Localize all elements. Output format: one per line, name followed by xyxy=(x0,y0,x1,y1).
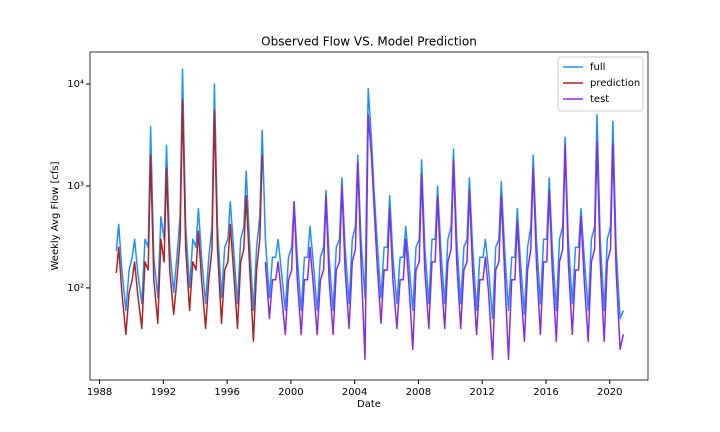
x-axis-label: Date xyxy=(357,399,381,410)
series-line xyxy=(264,113,625,360)
chart-title: Observed Flow VS. Model Prediction xyxy=(261,35,477,49)
x-tick-label: 2000 xyxy=(278,387,303,398)
x-tick-label: 1992 xyxy=(151,387,176,398)
x-tick-label: 2016 xyxy=(533,387,558,398)
x-tick-label: 2012 xyxy=(469,387,494,398)
y-tick-label: 10⁴ xyxy=(67,79,84,90)
legend-label: test xyxy=(590,94,609,105)
y-axis-label: Weekly Avg Flow [cfs] xyxy=(50,161,61,270)
x-tick-label: 1996 xyxy=(214,387,239,398)
x-tick-label: 2008 xyxy=(406,387,431,398)
x-tick-label: 2004 xyxy=(342,387,367,398)
y-tick-label: 10³ xyxy=(67,181,84,192)
y-tick-label: 10² xyxy=(67,283,84,294)
series-line xyxy=(115,68,624,320)
legend-label: prediction xyxy=(590,78,640,89)
plot-frame xyxy=(89,51,649,381)
x-tick-label: 1988 xyxy=(87,387,112,398)
x-tick-label: 2020 xyxy=(597,387,622,398)
legend-label: full xyxy=(590,62,605,73)
series-line xyxy=(115,99,263,342)
legend-box xyxy=(557,56,644,112)
